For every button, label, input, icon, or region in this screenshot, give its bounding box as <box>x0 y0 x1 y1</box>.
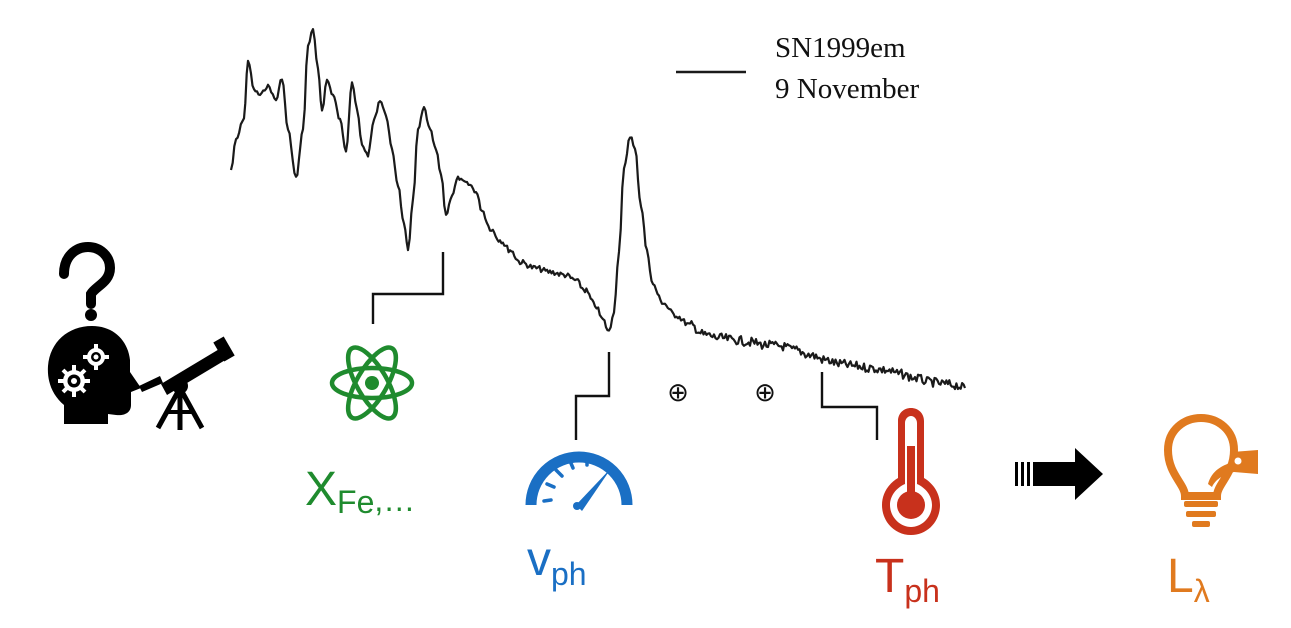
connector-composition <box>371 252 445 324</box>
connector-temperature <box>820 372 879 440</box>
temperature-label: Tph <box>875 550 940 609</box>
lightbulb-icon <box>1163 413 1258 527</box>
luminosity-label: Lλ <box>1167 550 1210 609</box>
velocity-label: vph <box>527 533 587 592</box>
atom-icon <box>329 345 415 421</box>
speedometer-icon <box>525 451 633 511</box>
connector-velocity <box>574 352 611 440</box>
telescope-icon <box>139 336 235 430</box>
telluric-symbol-2: ⊕ <box>754 378 776 408</box>
spectrum-line <box>229 28 967 391</box>
thermometer-icon <box>882 408 940 535</box>
right-arrow-icon <box>1015 448 1103 500</box>
legend-label-date: 9 November <box>775 73 919 105</box>
telluric-symbol-1: ⊕ <box>667 378 689 408</box>
question-mark-icon <box>59 241 116 321</box>
thinking-head-icon <box>47 326 141 424</box>
legend-label-object: SN1999em <box>775 32 906 64</box>
composition-label: XFe,… <box>305 463 415 520</box>
